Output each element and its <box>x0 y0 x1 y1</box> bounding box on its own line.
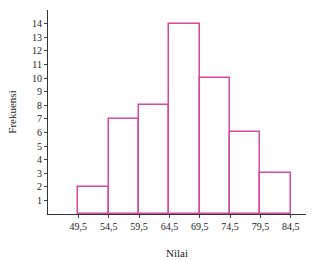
svg-text:2: 2 <box>37 181 42 192</box>
svg-text:79,5: 79,5 <box>252 221 270 232</box>
svg-text:13: 13 <box>32 32 42 43</box>
svg-text:14: 14 <box>32 18 42 29</box>
svg-text:49,5: 49,5 <box>70 221 88 232</box>
svg-text:59,5: 59,5 <box>130 221 148 232</box>
svg-text:74,5: 74,5 <box>221 221 239 232</box>
svg-text:84,5: 84,5 <box>282 221 300 232</box>
svg-text:11: 11 <box>32 59 42 70</box>
svg-text:64,5: 64,5 <box>161 221 179 232</box>
svg-text:54,5: 54,5 <box>100 221 118 232</box>
svg-text:4: 4 <box>37 154 42 165</box>
svg-text:6: 6 <box>37 127 42 138</box>
svg-text:1: 1 <box>37 195 42 206</box>
svg-text:9: 9 <box>37 86 42 97</box>
svg-text:3: 3 <box>37 168 42 179</box>
svg-text:Frekuensi: Frekuensi <box>6 90 18 133</box>
svg-text:7: 7 <box>37 113 42 124</box>
svg-text:12: 12 <box>32 45 42 56</box>
svg-text:5: 5 <box>37 141 42 152</box>
svg-text:10: 10 <box>32 73 42 84</box>
svg-text:8: 8 <box>37 100 42 111</box>
svg-text:Nilai: Nilai <box>166 247 188 259</box>
svg-text:69,5: 69,5 <box>191 221 209 232</box>
